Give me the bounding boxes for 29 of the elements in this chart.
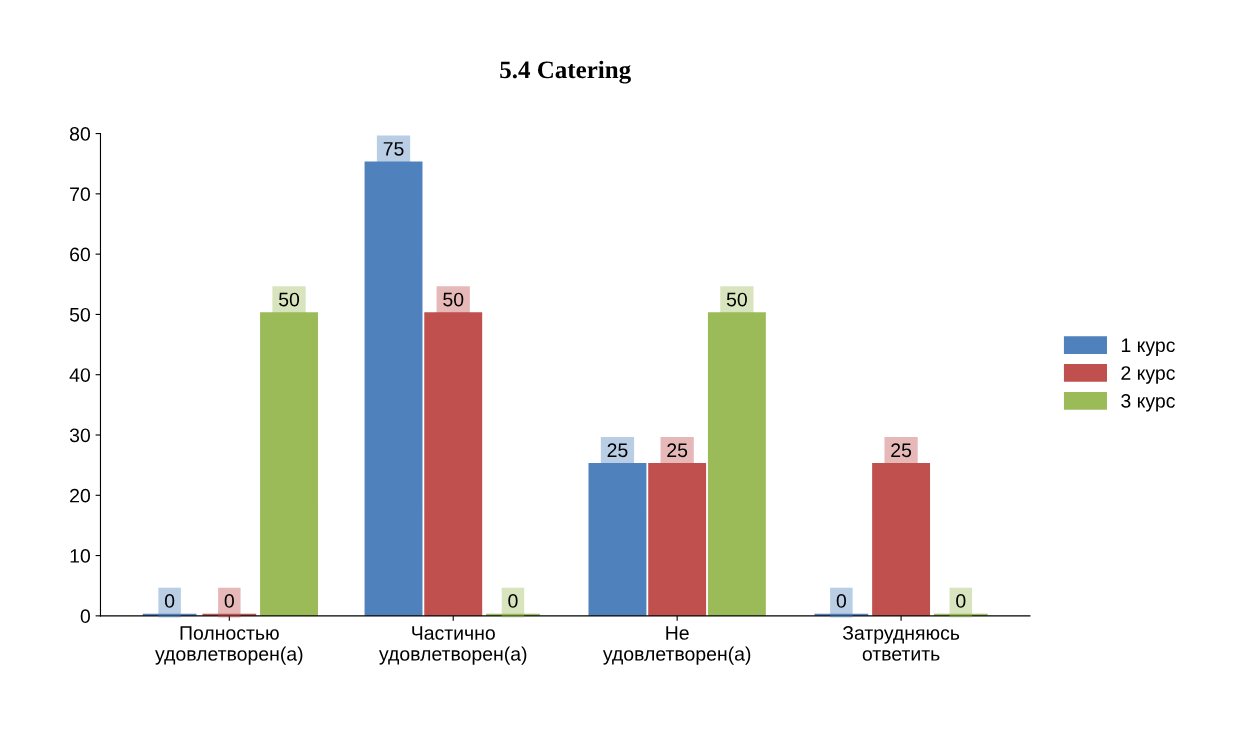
data-label: 25 [607, 443, 628, 458]
data-label: 50 [443, 292, 464, 307]
x-tick-label: Не удовлетворен(а) [602, 626, 751, 665]
data-label: 0 [508, 594, 518, 608]
data-label: 0 [836, 594, 847, 608]
x-tick-label: Полностью удовлетворен(а) [155, 626, 303, 665]
data-label: 25 [891, 443, 912, 458]
y-tick-label: 0 [80, 609, 90, 624]
y-tick-label: 70 [70, 187, 90, 202]
y-tick-label: 10 [70, 549, 90, 563]
y-tick-label: 80 [69, 127, 90, 141]
data-label: 75 [383, 142, 404, 156]
legend-label: 2 курс [1121, 366, 1175, 384]
x-tick-label: Частично удовлетворен(а) [379, 626, 527, 665]
y-tick-label: 30 [69, 428, 90, 443]
data-label: 50 [726, 292, 747, 307]
legend-label: 3 курс [1121, 394, 1175, 412]
y-tick-label: 20 [70, 488, 90, 503]
legend-label: 1 курс [1121, 338, 1175, 356]
chart-title: 5.4 Catering [500, 60, 631, 84]
data-label: 50 [278, 292, 300, 307]
y-tick-label: 40 [69, 368, 90, 382]
data-label: 25 [667, 443, 688, 458]
x-tick-label: Затрудняюсь ответить [842, 626, 960, 661]
data-label: 0 [164, 594, 175, 608]
data-label: 0 [956, 594, 966, 608]
y-tick-label: 50 [69, 307, 90, 322]
data-label: 0 [224, 594, 234, 608]
y-tick-label: 60 [70, 247, 90, 262]
